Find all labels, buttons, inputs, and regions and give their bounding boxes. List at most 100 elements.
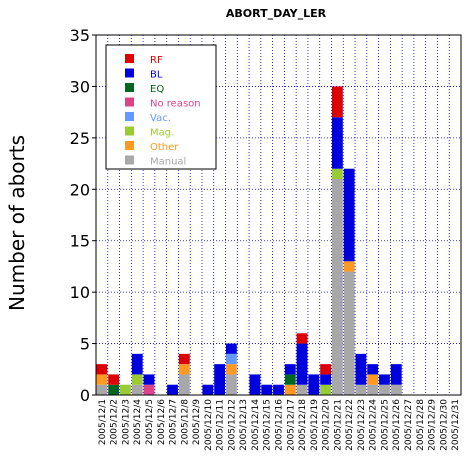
x-tick-label: 2005/12/12: [227, 399, 237, 451]
bar-segment-mag: [320, 384, 332, 395]
bar-segment-bl: [379, 374, 390, 385]
bar-segment-mag: [131, 374, 143, 385]
legend-label: BL: [150, 70, 163, 81]
x-tick-label: 2005/12/4: [133, 399, 143, 445]
bar-segment-manual: [379, 384, 390, 395]
bar-segment-bl: [296, 343, 308, 385]
x-tick-label: 2005/12/15: [263, 399, 273, 451]
x-tick-label: 2005/12/14: [251, 399, 261, 451]
bar-segment-manual: [390, 384, 402, 395]
x-tick-label: 2005/12/9: [192, 399, 202, 445]
bar-segment-manual: [331, 179, 343, 395]
bar-segment-manual: [178, 374, 190, 395]
legend-swatch: [125, 68, 134, 78]
legend-swatch: [125, 54, 134, 63]
plot-frame: [95, 34, 462, 396]
x-tick-label: 2005/12/20: [322, 399, 332, 451]
bar-segment-bl: [214, 364, 226, 395]
bar-segment-rf: [108, 374, 120, 385]
y-tick-label: 15: [70, 232, 90, 251]
bar-segment-rf: [320, 364, 332, 375]
legend-swatch: [125, 112, 134, 121]
bar-segment-bl: [320, 374, 332, 385]
y-tick-label: 10: [70, 283, 90, 302]
bar-segment-rf: [331, 86, 343, 118]
bar-segment-no-reason: [143, 384, 155, 395]
legend-swatch: [125, 126, 134, 136]
y-tick-label: 0: [80, 386, 90, 405]
x-tick-label: 2005/12/6: [157, 399, 167, 445]
legend: RF BL EQ No reason Vac. Mag. Other Manual: [105, 44, 217, 170]
x-tick-label: 2005/12/26: [392, 399, 402, 451]
y-axis-label: Number of aborts: [5, 135, 29, 311]
bar-segment-other: [178, 364, 190, 375]
bar-segment-other: [284, 384, 296, 395]
x-tick-label: 2005/12/27: [404, 399, 414, 451]
x-tick-labels: 2005/12/1 2005/12/2 2005/12/3 2005/12/4 2005…: [98, 399, 461, 451]
legend-label: Manual: [150, 157, 186, 168]
x-tick-label: 2005/12/29: [428, 399, 438, 451]
bar-segment-manual: [296, 384, 308, 395]
x-tick-label: 2005/12/11: [216, 399, 226, 451]
bar-segment-other: [343, 261, 355, 272]
x-tick-label: 2005/12/22: [345, 399, 355, 451]
x-tick-label: 2005/12/7: [169, 399, 179, 445]
bar-segment-eq: [108, 384, 120, 395]
bars: [96, 86, 402, 395]
x-tick-label: 2005/12/16: [275, 399, 285, 451]
x-tick-label: 2005/12/18: [298, 399, 308, 451]
bar-segment-bl: [273, 384, 284, 395]
x-tick-label: 2005/12/5: [145, 399, 155, 445]
x-tick-label: 2005/12/1: [98, 399, 108, 445]
bar-segment-manual: [343, 271, 355, 395]
legend-swatch: [125, 141, 134, 150]
bar-segment-manual: [225, 374, 237, 395]
bar-segment-mag: [120, 384, 131, 395]
legend-label: No reason: [150, 99, 201, 110]
chart-title: ABORT_DAY_LER: [226, 7, 327, 20]
bar-segment-mag: [331, 168, 343, 179]
y-tick-label: 20: [70, 180, 90, 199]
bar-segment-bl: [284, 364, 296, 375]
x-tick-label: 2005/12/21: [333, 399, 343, 451]
x-tick-label: 2005/12/13: [239, 399, 249, 451]
bar-segment-bl: [390, 364, 402, 385]
x-tick-label: 2005/12/28: [416, 399, 426, 451]
bar-segment-eq: [284, 374, 296, 385]
bar-segment-bl: [225, 343, 237, 354]
bar-segment-bl: [131, 353, 143, 375]
bar-segment-vac: [225, 353, 237, 365]
x-tick-label: 2005/12/8: [180, 399, 190, 445]
x-tick-label: 2005/12/10: [204, 399, 214, 451]
x-tick-label: 2005/12/3: [121, 399, 131, 445]
x-tick-label: 2005/12/23: [357, 399, 367, 451]
y-tick-labels: 0 5 10 15 20 25 30 35: [70, 26, 96, 405]
bar-segment-bl: [143, 374, 155, 385]
legend-swatch: [125, 83, 134, 92]
bar-segment-rf: [96, 364, 108, 375]
y-tick-label: 5: [80, 335, 90, 354]
legend-swatch: [125, 97, 134, 107]
x-tick-label: 2005/12/24: [369, 399, 379, 451]
y-tick-label: 35: [70, 26, 90, 45]
y-tick-label: 30: [70, 77, 90, 96]
legend-label: RF: [150, 55, 163, 66]
x-tick-label: 2005/12/25: [380, 399, 390, 451]
legend-swatch: [125, 155, 134, 165]
bar-segment-manual: [355, 384, 367, 395]
legend-label: Vac.: [150, 113, 171, 124]
bar-segment-bl: [367, 364, 379, 375]
bar-segment-bl: [167, 384, 178, 395]
x-tick-label: 2005/12/31: [451, 399, 461, 451]
bar-segment-manual: [367, 384, 379, 395]
bar-segment-bl: [202, 384, 214, 395]
legend-box: [105, 44, 217, 170]
bar-segment-rf: [296, 333, 308, 344]
bar-segment-bl: [261, 384, 273, 395]
bar-segment-bl: [355, 353, 367, 385]
bar-segment-bl: [308, 374, 320, 395]
bar-segment-bl: [343, 168, 355, 262]
x-tick-label: 2005/12/19: [310, 399, 320, 451]
bar-segment-manual: [131, 384, 143, 395]
